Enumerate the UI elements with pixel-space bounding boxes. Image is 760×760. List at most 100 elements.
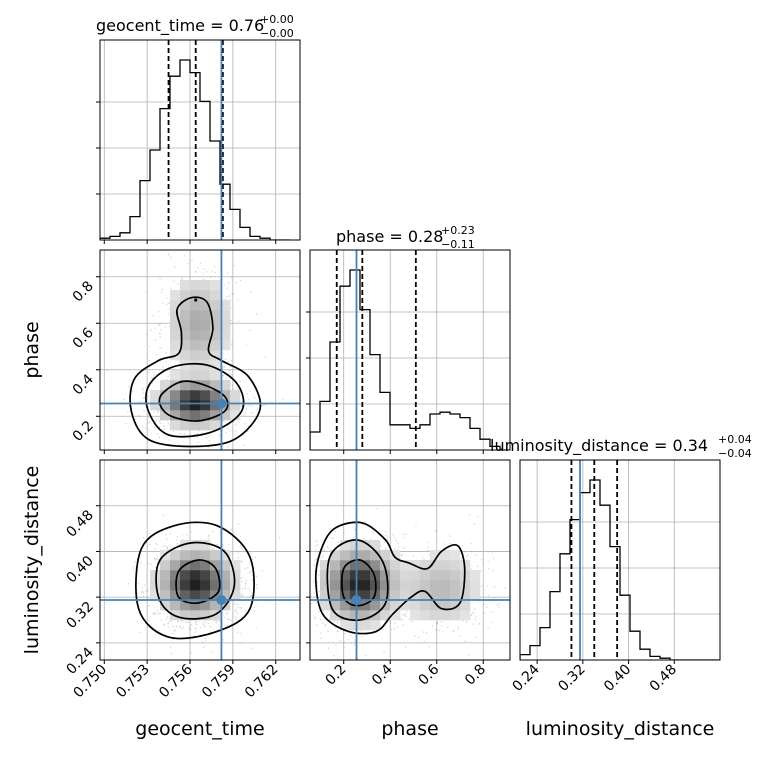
density-bin [400,590,411,601]
density-bin [400,570,411,581]
density-bin [190,310,201,321]
density-bin [430,560,441,571]
xlabel-luminosity-distance: luminosity_distance [526,718,715,740]
axes-frame [99,249,301,451]
density-bin [180,320,191,331]
density-bin [150,580,161,591]
y-tick-label-luminosity_distance: 0.40 [63,553,96,586]
histogram-step [310,269,510,450]
density-bin [180,310,191,321]
density-bin [320,580,331,591]
density-bin [360,590,371,601]
y-tick-label-phase: 0.8 [70,278,97,305]
density-bin [470,580,481,591]
density-bin [180,350,191,361]
ylabel-phase: phase [21,321,43,378]
density-bin [190,540,201,551]
density-bin [350,610,361,621]
density-bin [180,280,191,291]
density-bin [190,550,201,561]
density-bin [220,560,231,571]
density-bin [450,550,461,561]
density-bin [190,380,201,391]
joint-panel-geocent_time-luminosity_distance [100,460,300,660]
density-bin [210,390,221,401]
density-bin [210,580,221,591]
density-bin [230,390,241,401]
density-bin [180,590,191,601]
density-bin [180,580,191,591]
density-bin [180,570,191,581]
axes-frame [309,459,511,661]
density-bin [160,580,171,591]
density-bin [190,320,201,331]
truth-marker [351,595,362,605]
density-bin [160,390,171,401]
density-bin [320,570,331,581]
histogram-step [100,59,290,240]
density-bin [220,320,231,331]
x-tick-label-luminosity_distance: 0.32 [555,662,588,695]
density-bin [370,560,381,571]
density-bin [210,330,221,341]
density-bin [170,300,181,311]
density-bin [450,590,461,601]
density-bin [230,590,241,601]
density-bin [450,580,461,591]
density-bin [150,570,161,581]
x-tick-label-phase: 0.8 [462,662,489,689]
y-tick-label-phase: 0.6 [70,325,97,352]
density-bin [170,410,181,421]
density-bin [330,600,341,611]
title-phase-minus: −0.11 [441,238,475,251]
density-bin [210,320,221,331]
density-bin [330,590,341,601]
density-bin [190,360,201,371]
density-bin [210,410,221,421]
x-tick-label-geocent_time: 0.759 [199,662,239,702]
density-bin [190,390,201,401]
density-bin [160,570,171,581]
density-bin [230,570,241,581]
density-bin [200,420,211,431]
density-bin [350,540,361,551]
density-bin [220,330,231,341]
density-bin [360,600,371,611]
contour-level-2 [326,539,389,622]
density-bin [410,610,421,621]
truth-marker [216,595,227,605]
density-bin [190,280,201,291]
density-bin [160,590,171,601]
density-bin [320,600,331,611]
y-tick-label-phase: 0.4 [70,371,97,398]
density-bin [330,570,341,581]
x-tick-label-geocent_time: 0.753 [113,662,153,702]
density-bin [360,560,371,571]
density-bin [180,400,191,411]
contour-level-3 [135,521,255,640]
density-bin [190,570,201,581]
density-bin [450,600,461,611]
x-tick-label-luminosity_distance: 0.40 [601,662,634,695]
density-bin [420,570,431,581]
density-bin [210,550,221,561]
density-bin [210,300,221,311]
title-luminosity-distance-plus: +0.04 [718,433,752,446]
density-bin [160,400,171,411]
density-bin [210,600,221,611]
density-bin [350,590,361,601]
density-bin [150,390,161,401]
density-bin [380,570,391,581]
density-bin [190,300,201,311]
x-tick-label-geocent_time: 0.762 [242,662,282,702]
density-bin [430,570,441,581]
density-bin [220,550,231,561]
density-bin [430,590,441,601]
density-bin [230,400,241,411]
contour-level-1 [340,558,377,607]
density-bin [220,300,231,311]
density-bin [340,600,351,611]
density-bin [170,340,181,351]
density-bin [340,610,351,621]
